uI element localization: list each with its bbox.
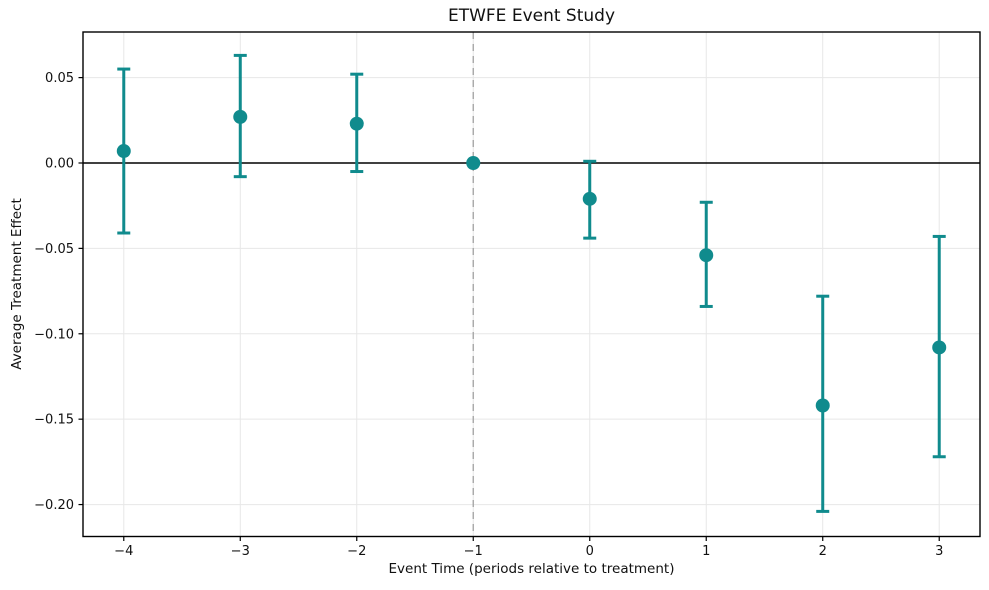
point-marker	[699, 248, 714, 263]
y-tick-label: −0.05	[34, 242, 74, 257]
point-marker	[582, 191, 597, 206]
x-tick-label: −1	[464, 544, 483, 559]
y-tick-label: 0.05	[45, 71, 74, 86]
x-tick-label: −3	[231, 544, 250, 559]
x-axis-label: Event Time (periods relative to treatmen…	[388, 561, 675, 577]
x-tick-label: 2	[819, 544, 827, 559]
point-marker	[116, 144, 131, 159]
point-marker	[233, 109, 248, 124]
plot-border	[82, 31, 981, 538]
y-tick-label: −0.15	[34, 413, 74, 428]
x-tick-label: −4	[114, 544, 133, 559]
point-marker	[932, 340, 947, 355]
chart-title: ETWFE Event Study	[447, 6, 616, 26]
point-marker	[815, 398, 830, 413]
y-tick-label: 0.00	[45, 156, 74, 171]
point-marker	[466, 155, 481, 170]
y-tick-label: −0.20	[34, 498, 74, 513]
x-tick-label: 0	[586, 544, 594, 559]
point-marker	[349, 116, 364, 131]
y-tick-label: −0.10	[34, 327, 74, 342]
y-axis-label: Average Treatment Effect	[9, 198, 25, 370]
x-tick-label: 1	[702, 544, 710, 559]
x-tick-label: 3	[935, 544, 943, 559]
x-tick-label: −2	[347, 544, 366, 559]
